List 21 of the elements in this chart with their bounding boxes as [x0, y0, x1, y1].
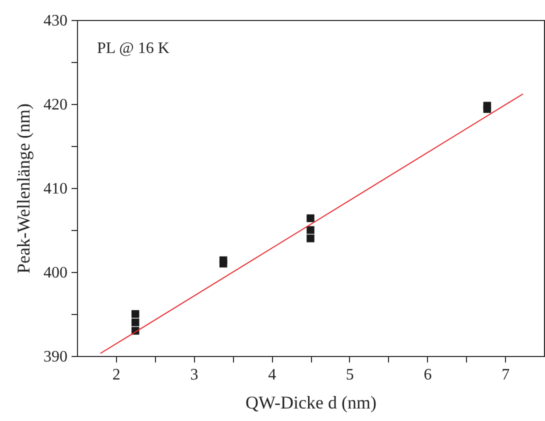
annotation: PL @ 16 K — [97, 40, 170, 57]
y-tick-label: 390 — [44, 348, 68, 366]
y-tick-label: 430 — [44, 12, 68, 30]
point — [132, 318, 140, 326]
point — [306, 226, 314, 234]
point — [306, 214, 314, 222]
point — [132, 310, 140, 318]
x-axis-title: QW-Dicke d (nm) — [246, 392, 376, 412]
y-tick-label: 420 — [44, 96, 68, 114]
x-tick-label: 3 — [190, 366, 198, 384]
point — [483, 105, 492, 113]
x-tick-label: 7 — [502, 366, 510, 384]
point — [219, 260, 228, 268]
x-tick-label: 5 — [346, 366, 354, 384]
y-tick-label: 410 — [44, 180, 68, 198]
x-tick-label: 6 — [424, 366, 432, 384]
y-tick-label: 400 — [44, 264, 68, 282]
x-tick-label: 4 — [268, 366, 276, 384]
x-tick-label: 2 — [112, 366, 120, 384]
point — [306, 234, 314, 242]
y-axis-title: Peak-Wellenlänge (nm) — [14, 104, 34, 274]
